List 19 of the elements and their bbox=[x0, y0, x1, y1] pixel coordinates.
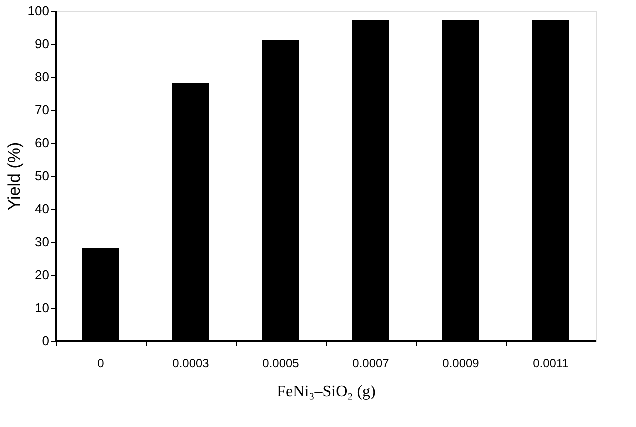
x-axis-title: FeNi₃–SiO₂ (g) bbox=[277, 384, 376, 400]
x-tick-label: 0.0009 bbox=[442, 356, 480, 370]
x-tick-label: 0 bbox=[98, 356, 105, 370]
x-tick-label: 0.0011 bbox=[533, 356, 570, 370]
y-tick-label: 50 bbox=[35, 168, 50, 184]
x-tick-label: 0.0007 bbox=[352, 356, 390, 370]
y-tick-label: 40 bbox=[35, 202, 50, 216]
x-tick-label: 0.0003 bbox=[172, 356, 210, 370]
y-tick-label: 90 bbox=[35, 36, 50, 52]
y-tick-label: 20 bbox=[35, 268, 50, 282]
y-axis-title: Yield (%) bbox=[4, 142, 24, 211]
y-tick-label: 100 bbox=[28, 4, 50, 18]
x-tick-label: 0.0005 bbox=[262, 356, 300, 370]
y-tick-label: 10 bbox=[35, 300, 50, 316]
y-tick-label: 30 bbox=[35, 234, 50, 250]
y-tick-label: 80 bbox=[35, 70, 50, 84]
y-tick-label: 0 bbox=[42, 334, 50, 348]
y-tick-label: 60 bbox=[35, 136, 50, 150]
y-tick-label: 70 bbox=[35, 102, 50, 118]
